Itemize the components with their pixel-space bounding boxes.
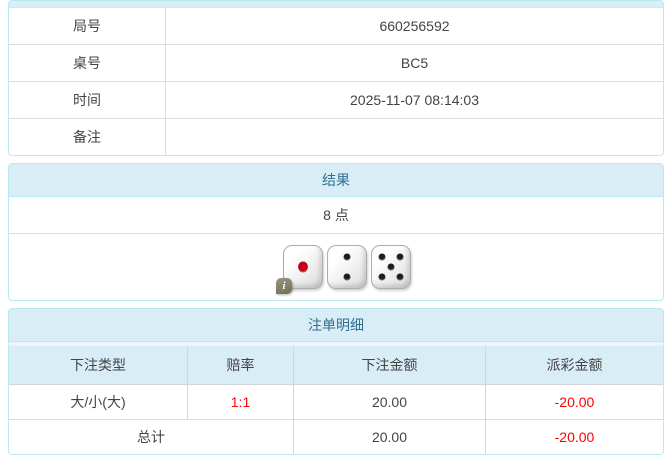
bet-table-row: 大/小(大) 1:1 20.00 -20.00 <box>9 385 663 420</box>
cropped-panel-heading <box>9 1 663 8</box>
round-number-label: 局号 <box>9 8 166 44</box>
die-face-5 <box>371 245 411 289</box>
time-row: 时间 2025-11-07 08:14:03 <box>9 82 663 119</box>
die-pip <box>396 253 404 261</box>
bet-table-total-row: 总计 20.00 -20.00 <box>9 420 663 454</box>
heading-separator <box>9 342 663 346</box>
round-number-row: 局号 660256592 <box>9 8 663 45</box>
result-points: 8 点 <box>9 197 663 234</box>
die-pip <box>396 273 404 281</box>
page: 局号 660256592 桌号 BC5 时间 2025-11-07 08:14:… <box>8 0 664 455</box>
col-header-bet-amount: 下注金额 <box>293 346 485 384</box>
remark-label: 备注 <box>9 119 166 155</box>
die-pip <box>378 273 386 281</box>
table-number-value: BC5 <box>400 55 429 71</box>
die-1: i <box>276 245 323 294</box>
bet-table-header: 下注类型 赔率 下注金额 派彩金额 <box>9 346 663 385</box>
col-header-payout-amount: 派彩金额 <box>485 346 663 384</box>
time-value: 2025-11-07 08:14:03 <box>350 92 479 108</box>
bet-detail-panel: 注单明细 下注类型 赔率 下注金额 派彩金额 大/小(大) 1:1 20.00 … <box>8 308 664 455</box>
bet-odds-cell: 1:1 <box>187 385 293 419</box>
round-number-value: 660256592 <box>379 18 450 34</box>
dice-row: i <box>9 234 663 300</box>
total-bet-amount-cell: 20.00 <box>293 420 485 454</box>
die-face-2 <box>327 245 367 289</box>
die-pip <box>298 261 308 273</box>
die-pip <box>343 253 351 261</box>
total-payout-cell: -20.00 <box>485 420 663 454</box>
total-label-cell: 总计 <box>137 429 165 445</box>
bet-payout-cell: -20.00 <box>485 385 663 419</box>
die-3 <box>371 245 411 289</box>
table-number-row: 桌号 BC5 <box>9 45 663 82</box>
remark-value <box>166 119 663 155</box>
bet-detail-title: 注单明细 <box>9 309 663 342</box>
bet-amount-cell: 20.00 <box>293 385 485 419</box>
table-number-label: 桌号 <box>9 45 166 81</box>
time-label: 时间 <box>9 82 166 118</box>
round-info-panel: 局号 660256592 桌号 BC5 时间 2025-11-07 08:14:… <box>8 0 664 156</box>
die-pip <box>387 263 395 271</box>
info-icon[interactable]: i <box>276 278 292 294</box>
col-header-bet-type: 下注类型 <box>70 357 126 373</box>
bet-type-cell: 大/小(大) <box>70 394 126 410</box>
die-pip <box>378 253 386 261</box>
remark-row: 备注 <box>9 119 663 155</box>
die-pip <box>343 273 351 281</box>
result-panel: 结果 8 点 i <box>8 163 664 301</box>
die-2 <box>327 245 367 289</box>
result-panel-title: 结果 <box>9 164 663 197</box>
col-header-odds: 赔率 <box>187 346 293 384</box>
